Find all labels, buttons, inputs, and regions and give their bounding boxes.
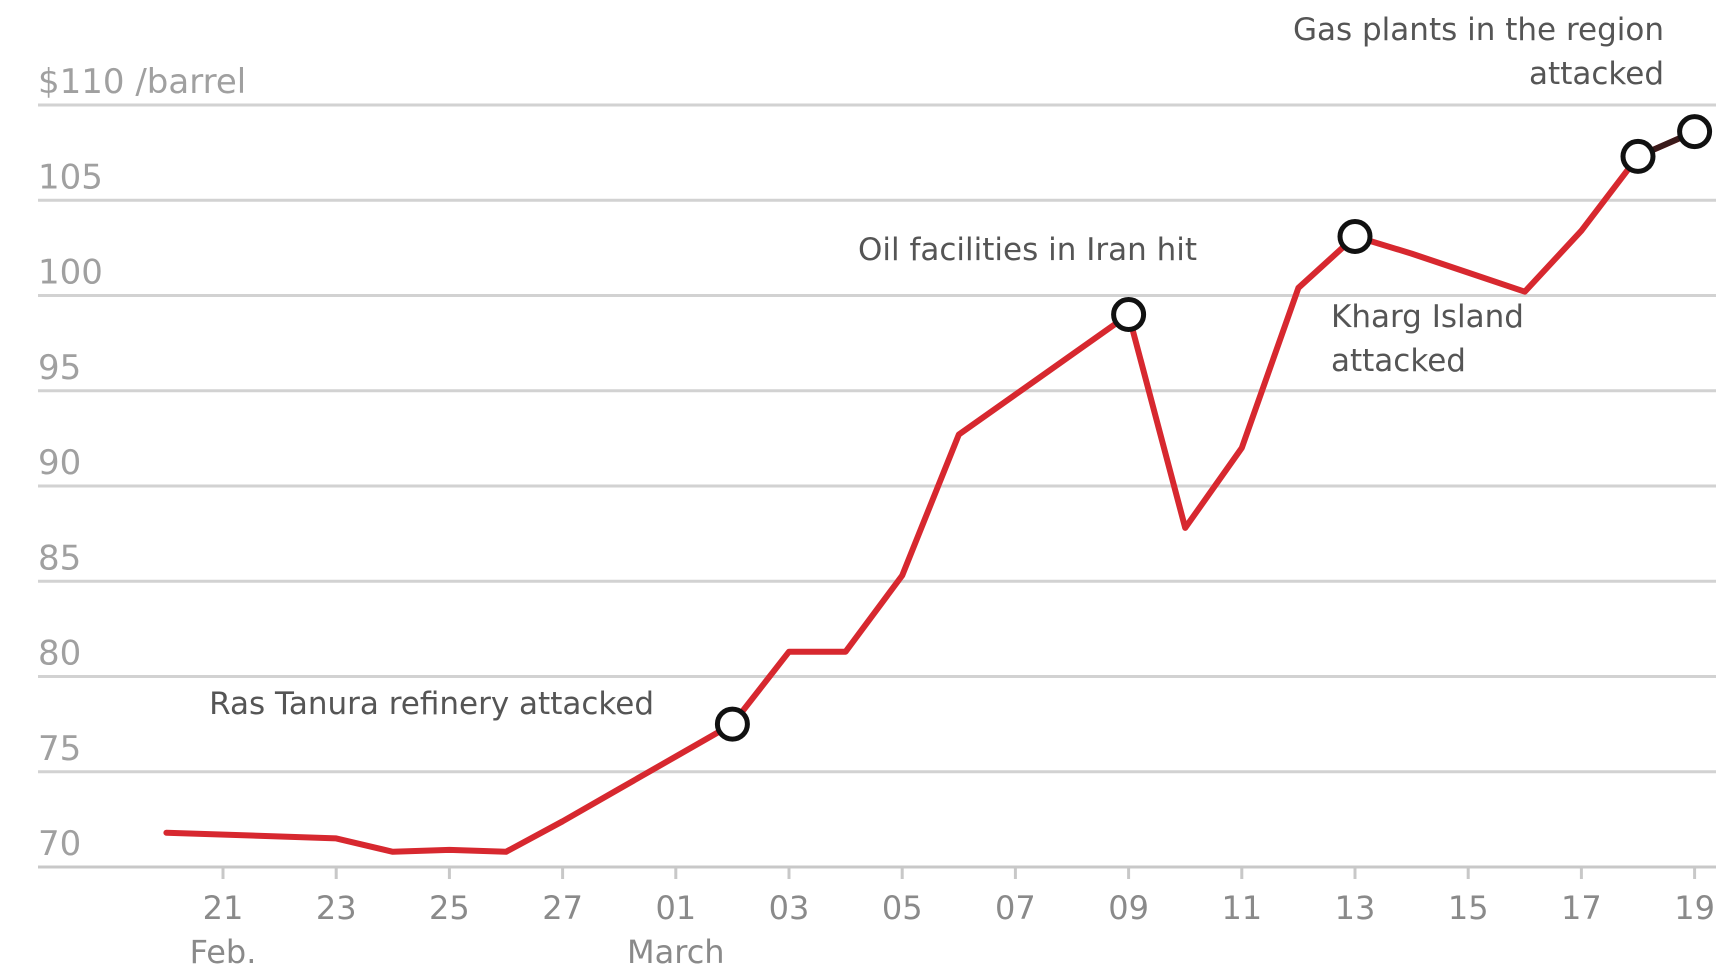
x-tick-label: 19 [1674,889,1715,927]
x-tick-sublabel: Feb. [190,933,257,971]
y-tick-label: 90 [38,443,81,483]
annotation-label: Gas plants in the region [1293,12,1664,48]
x-tick-label: 15 [1448,889,1489,927]
y-tick-label: 80 [38,634,81,674]
event-marker [1111,297,1147,333]
x-tick-label: 27 [542,889,583,927]
y-tick-label: 70 [38,824,81,864]
gridlines [38,103,1716,869]
x-tick-label: 23 [316,889,357,927]
event-marker [714,706,750,742]
x-tick-label: 05 [882,889,923,927]
y-tick-label: 105 [38,157,103,197]
annotation-label: Kharg Island [1331,299,1524,335]
x-axis: 21 Feb. 23 25 27 01 March 03 05 07 09 11 13 15 17 19 [190,867,1715,971]
y-tick-label: 85 [38,538,81,578]
event-marker [1620,138,1656,174]
x-tick-label: 11 [1221,889,1262,927]
y-tick-label: 100 [38,253,103,293]
x-tick-label: 17 [1561,889,1602,927]
y-tick-label: 75 [38,729,81,769]
event-markers [714,114,1713,742]
annotation-label: Ras Tanura refinery attacked [209,686,654,722]
annotation-label: attacked [1529,56,1664,92]
event-marker [1677,114,1713,150]
event-marker [1337,218,1373,254]
x-tick-label: 25 [429,889,470,927]
y-tick-label: 95 [38,348,81,388]
x-tick-label: 01 [655,889,696,927]
x-tick-label: 03 [769,889,810,927]
x-tick-label: 07 [995,889,1036,927]
x-tick-label: 21 [203,889,244,927]
y-tick-label: $110 /barrel [38,62,246,102]
x-tick-label: 09 [1108,889,1149,927]
y-axis-tick-labels: 70 75 80 85 90 95 100 105 $110 /barrel [38,62,246,864]
event-annotations: Ras Tanura refinery attacked Oil faciliti… [209,12,1664,722]
annotation-label: attacked [1331,343,1466,379]
annotation-label: Oil facilities in Iran hit [858,232,1197,268]
price-line [163,128,1698,855]
x-tick-sublabel: March [627,933,725,971]
x-tick-label: 13 [1335,889,1376,927]
